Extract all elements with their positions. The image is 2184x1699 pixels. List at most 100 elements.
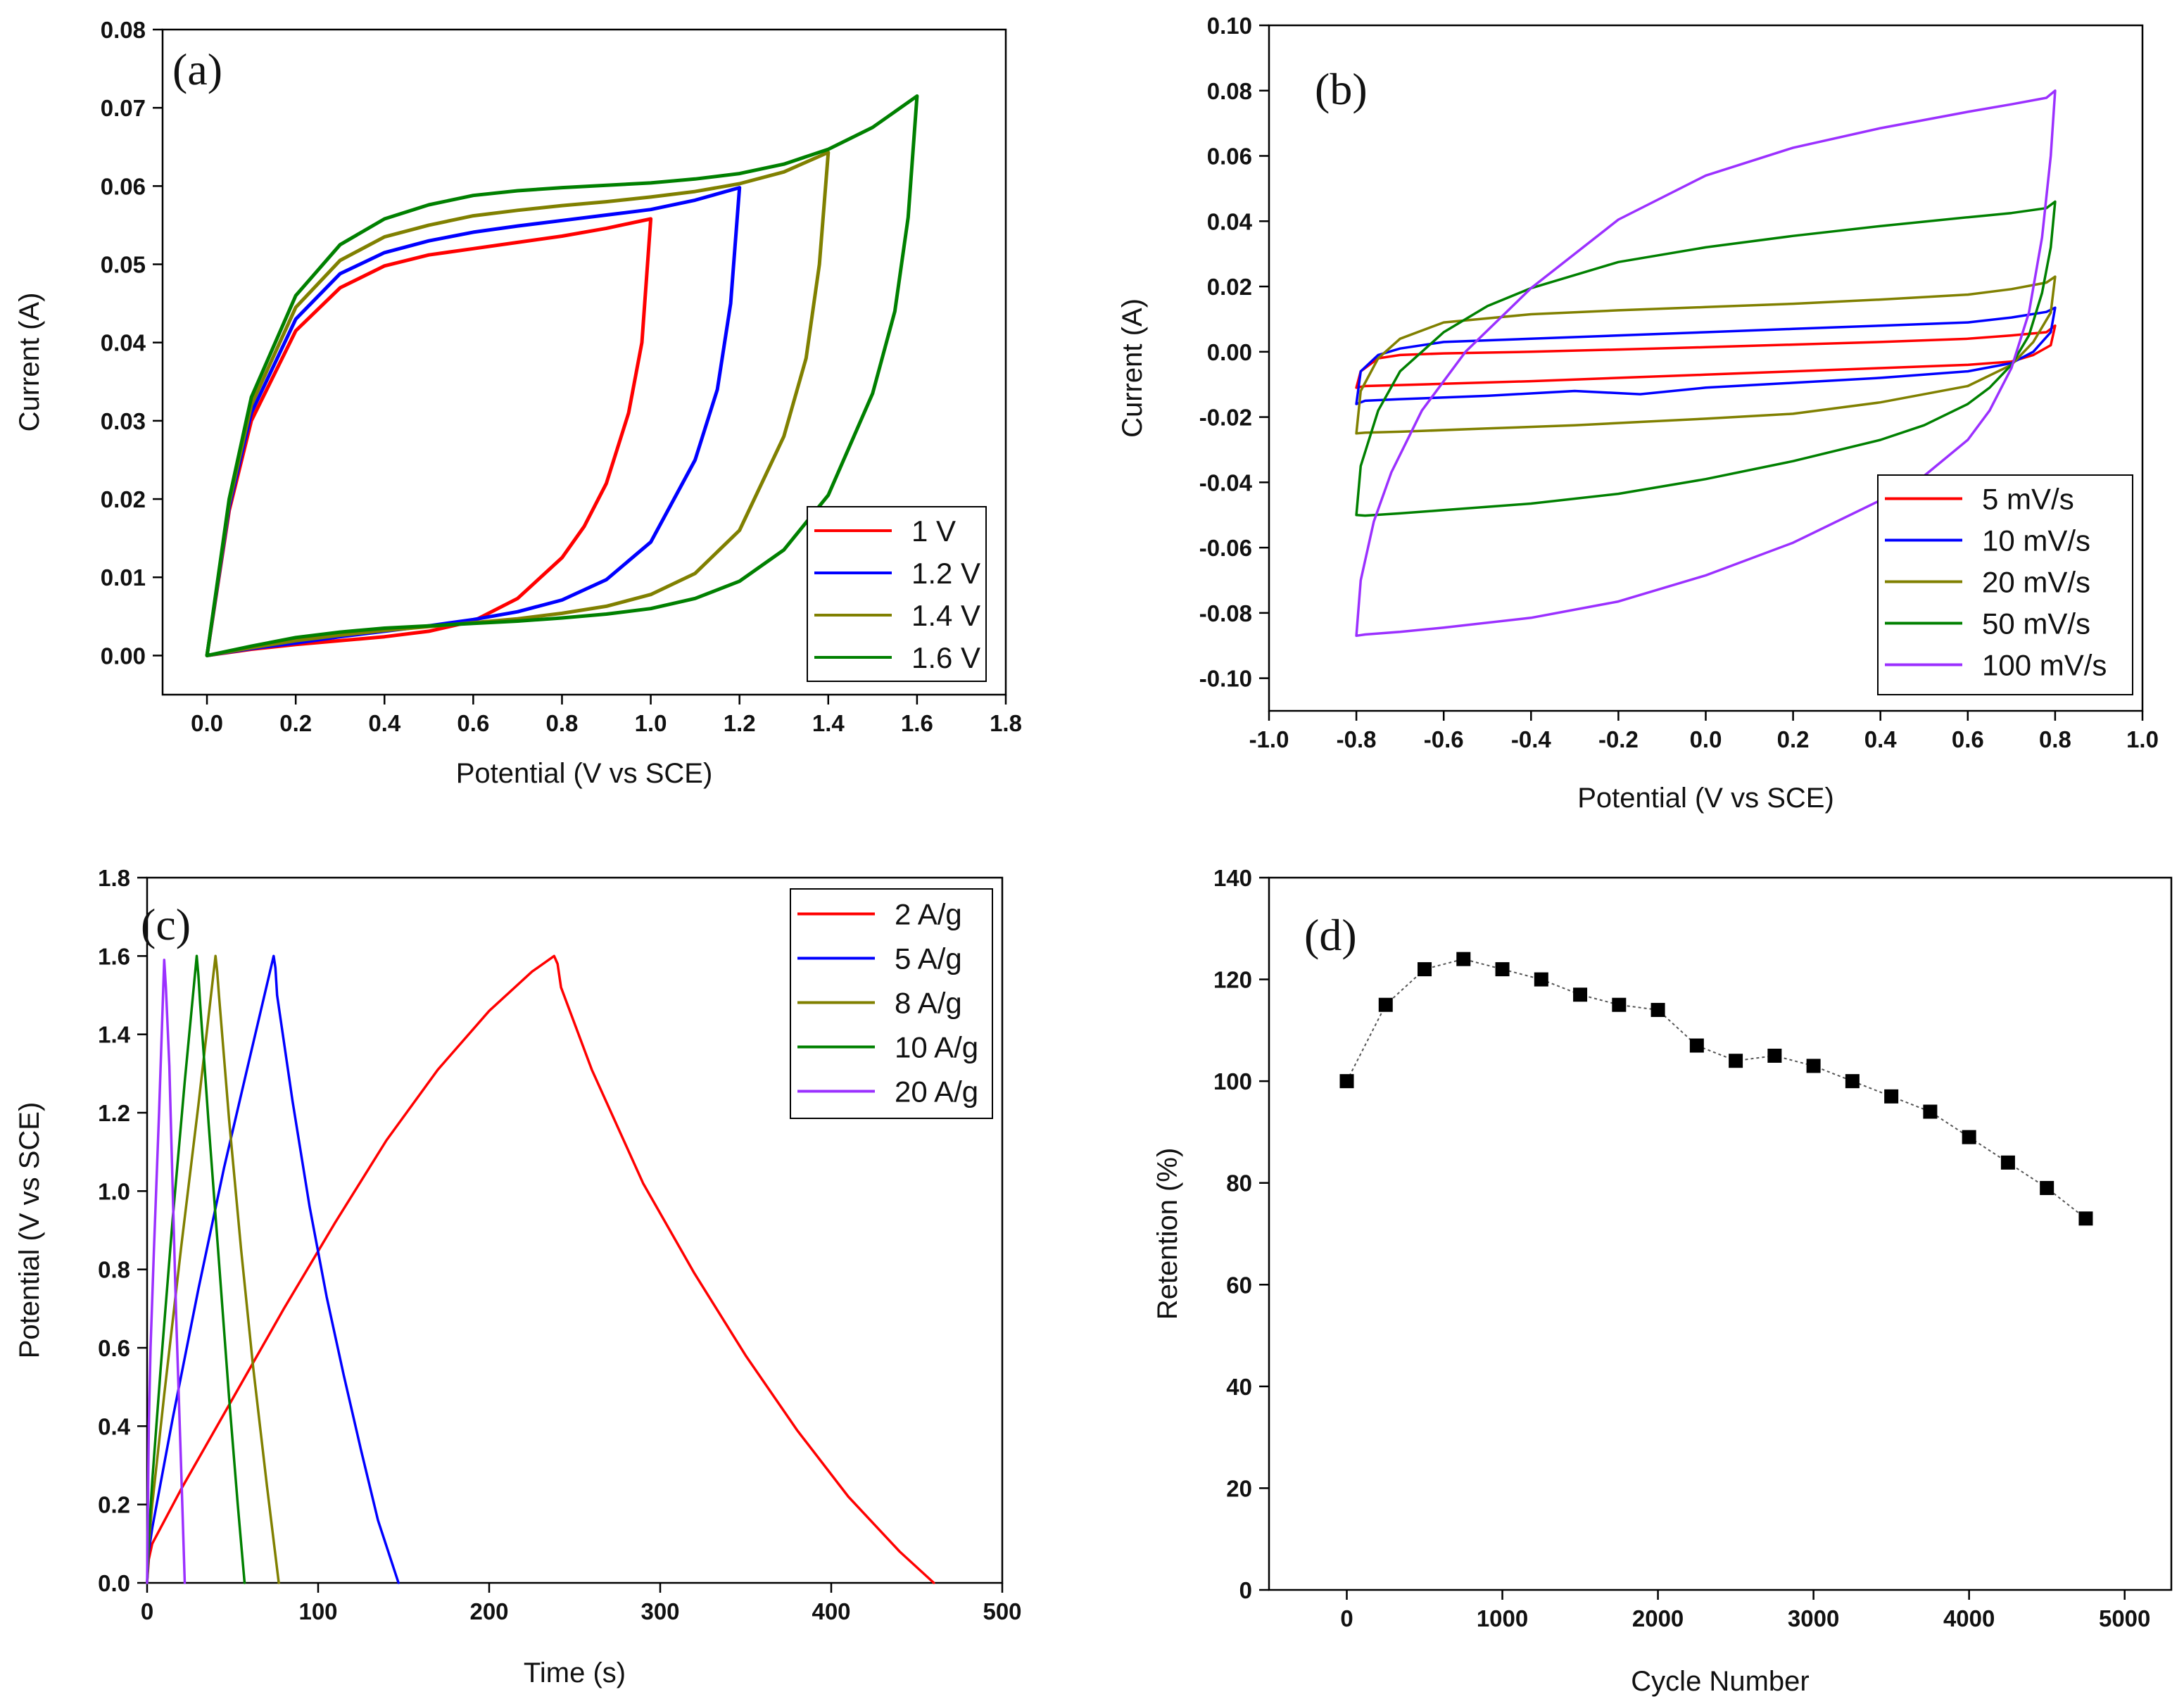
y-tick-label: 0.08 — [1207, 78, 1252, 104]
x-tick-label: 0.8 — [2039, 726, 2071, 752]
plot-frame-c — [146, 876, 1004, 1584]
x-axis-label: Potential (V vs SCE) — [1577, 783, 1834, 814]
y-tick-label: 0.06 — [101, 173, 146, 199]
series-line-1-v — [205, 217, 653, 657]
y-tick-label: 0.08 — [101, 17, 146, 43]
y-tick-label: 0.02 — [1207, 274, 1252, 300]
y-tick-label: 20 — [1226, 1475, 1252, 1501]
data-point — [2000, 1155, 2015, 1170]
x-tick-label: -0.6 — [1424, 726, 1464, 752]
legend-box — [807, 506, 987, 682]
panel-letter: (b) — [1315, 64, 1368, 114]
y-tick-label: 140 — [1213, 865, 1252, 891]
x-tick-label: 1.2 — [724, 710, 756, 736]
x-tick-label: -1.0 — [1249, 726, 1289, 752]
data-point — [1612, 997, 1627, 1012]
data-point — [1962, 1130, 1976, 1144]
data-point — [1923, 1104, 1938, 1119]
data-point — [2078, 1211, 2093, 1226]
data-point — [1767, 1049, 1782, 1063]
legend-label: 5 A/g — [895, 942, 962, 975]
plot-frame-a — [161, 28, 1007, 696]
legend-label: 8 A/g — [895, 987, 962, 1020]
x-tick-label: 0.4 — [1864, 726, 1898, 752]
x-tick-label: 100 — [298, 1598, 337, 1624]
x-tick-label: 0.4 — [368, 710, 401, 736]
panel-letter: (d) — [1304, 910, 1357, 960]
data-point — [2040, 1180, 2054, 1195]
y-tick-label: 60 — [1226, 1272, 1252, 1298]
x-tick-label: 0.2 — [1777, 726, 1810, 752]
x-tick-label: 1.4 — [812, 710, 845, 736]
y-tick-label: 0.8 — [98, 1257, 130, 1283]
x-tick-label: 0.8 — [546, 710, 579, 736]
x-tick-label: -0.8 — [1337, 726, 1377, 752]
data-point — [1573, 987, 1588, 1002]
y-axis-label: Potential (V vs SCE) — [14, 1102, 45, 1359]
y-tick-label: -0.04 — [1199, 469, 1253, 495]
retention-connector — [1346, 958, 2087, 1220]
y-tick-label: 1.8 — [98, 865, 130, 891]
legend-label: 5 mV/s — [1982, 483, 2074, 516]
y-tick-label: 0.6 — [98, 1335, 130, 1361]
y-tick-label: 0.04 — [1207, 208, 1253, 234]
x-tick-label: -0.4 — [1511, 726, 1552, 752]
legend-b: 5 mV/s 10 mV/s 20 mV/s 50 mV/s 100 mV/s — [1877, 474, 2133, 695]
y-axis-label: Current (A) — [1117, 298, 1148, 438]
series-line-20-a-g — [146, 959, 187, 1584]
series-line-50-mv-s — [1355, 200, 2057, 517]
y-tick-label: 0.06 — [1207, 144, 1252, 170]
x-axis-label: Time (s) — [524, 1657, 626, 1688]
y-axis-label: Retention (%) — [1152, 1148, 1183, 1320]
x-tick-label: 1000 — [1477, 1605, 1528, 1631]
panel-a: 0.0 0.2 0.4 0.6 0.8 1.0 1.2 1.4 1.6 1.8 0.00 0.01 0.… — [14, 17, 1022, 789]
x-tick-label: 1.6 — [901, 710, 933, 736]
y-tick-label: 0.0 — [98, 1570, 130, 1596]
y-tick-label: 1.2 — [98, 1100, 130, 1126]
y-tick-label: -0.10 — [1199, 666, 1252, 692]
series-line-2-a-g — [146, 954, 935, 1584]
x-tick-label: 300 — [640, 1598, 679, 1624]
y-tick-label: 0 — [1239, 1577, 1252, 1603]
y-tick-label: 0.07 — [101, 95, 146, 121]
legend-box — [1877, 474, 2133, 695]
data-point — [1806, 1059, 1821, 1073]
legend-label: 100 mV/s — [1982, 649, 2107, 682]
legend-a: 1 V 1.2 V 1.4 V 1.6 V — [807, 506, 987, 682]
legend-label: 10 A/g — [895, 1031, 978, 1064]
x-tick-label: 0.0 — [191, 710, 223, 736]
y-tick-label: 1.4 — [98, 1022, 131, 1048]
panel-letter: (a) — [172, 44, 222, 94]
x-tick-label: 200 — [469, 1598, 508, 1624]
series-line-5-a-g — [146, 954, 400, 1584]
y-tick-label: 0.04 — [101, 330, 146, 356]
data-point — [1456, 952, 1471, 966]
legend-label: 1.4 V — [911, 599, 980, 632]
y-tick-label: 80 — [1226, 1170, 1252, 1196]
panel-b: -1.0 -0.8 -0.6 -0.4 -0.2 0.0 0.2 0.4 0.6 0.8 1.0 -0… — [1117, 13, 2159, 814]
series-line-1-6-v — [205, 94, 919, 657]
panel-d: 0 1000 2000 3000 4000 5000 0 20 40 60 80 100 120 140 C… — [1152, 865, 2173, 1697]
y-tick-label: 0.00 — [1207, 339, 1252, 365]
x-tick-label: 1.0 — [635, 710, 667, 736]
legend-label: 1.6 V — [911, 641, 980, 674]
x-tick-label: 0.6 — [457, 710, 489, 736]
data-point — [1378, 997, 1393, 1012]
x-tick-label: 0.2 — [279, 710, 312, 736]
y-tick-label: 0.4 — [98, 1413, 131, 1439]
x-tick-label: 0.0 — [1690, 726, 1722, 752]
data-point — [1418, 962, 1432, 977]
y-tick-label: 120 — [1213, 967, 1252, 993]
data-point — [1650, 1002, 1665, 1017]
y-tick-label: 0.02 — [101, 486, 146, 512]
series-line-5-mv-s — [1355, 324, 2057, 389]
y-tick-label: 100 — [1213, 1068, 1252, 1094]
y-tick-label: 40 — [1226, 1374, 1252, 1400]
y-tick-label: 0.00 — [101, 643, 146, 669]
x-axis-label: Potential (V vs SCE) — [456, 758, 713, 789]
legend-label: 20 A/g — [895, 1075, 978, 1109]
plot-frame-d — [1268, 876, 2173, 1591]
x-tick-label: 4000 — [1943, 1605, 1995, 1631]
legend-label: 2 A/g — [895, 898, 962, 931]
